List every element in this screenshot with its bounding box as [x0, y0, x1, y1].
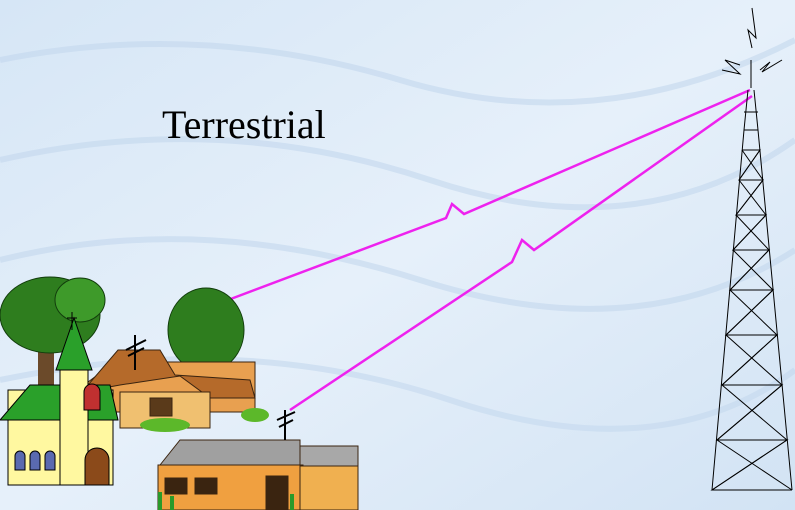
title: Terrestrial: [162, 102, 326, 147]
diagram: Terrestrial: [0, 0, 795, 510]
